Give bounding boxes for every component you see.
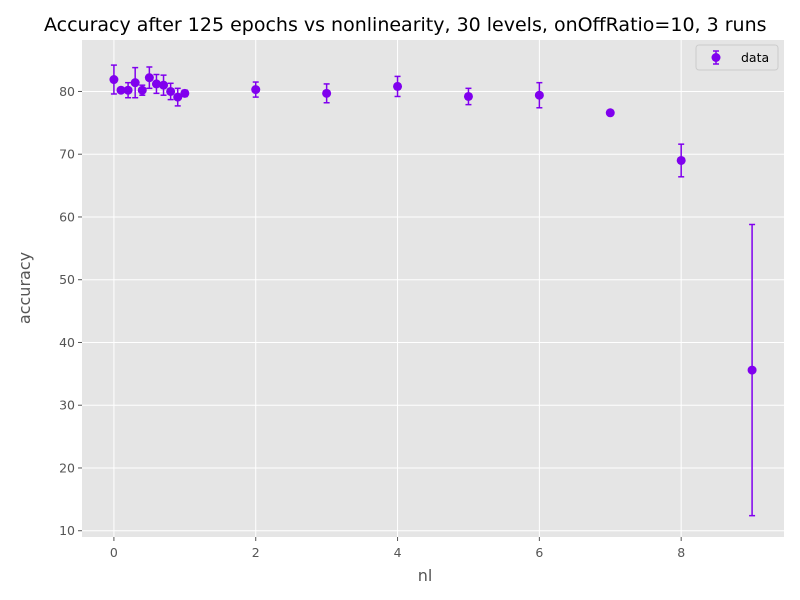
x-tick-label: 2 (252, 545, 260, 560)
y-tick-label: 10 (59, 523, 75, 538)
data-point (747, 365, 757, 375)
y-tick-label: 30 (59, 398, 75, 413)
data-point (159, 80, 169, 90)
data-point (130, 78, 140, 88)
data-point (173, 92, 183, 102)
data-point (463, 91, 473, 101)
y-tick-label: 20 (59, 460, 75, 475)
data-point (109, 75, 119, 85)
data-point (144, 73, 154, 83)
data-point (137, 85, 147, 95)
x-tick-label: 6 (535, 545, 543, 560)
data-point (166, 86, 176, 96)
data-point (534, 90, 544, 100)
data-point (605, 108, 615, 118)
chart-title: Accuracy after 125 epochs vs nonlinearit… (44, 14, 767, 36)
y-tick-label: 60 (59, 209, 75, 224)
data-point (123, 85, 133, 95)
y-axis-label: accuracy (15, 252, 34, 324)
data-point (116, 85, 126, 95)
y-tick-label: 50 (59, 272, 75, 287)
x-tick-label: 4 (394, 545, 402, 560)
tick-labels: 0 2 4 6 8 10 20 30 40 50 60 70 80 (59, 84, 685, 560)
data-point (251, 85, 261, 95)
data-point (180, 88, 190, 98)
x-axis-label: nl (418, 566, 433, 585)
data-point (676, 155, 686, 165)
plot-background (82, 40, 784, 537)
data-point (151, 79, 161, 89)
legend-marker (711, 53, 721, 62)
x-tick-label: 8 (677, 545, 685, 560)
grid (82, 40, 784, 537)
data-point (322, 88, 332, 98)
y-tick-label: 80 (59, 84, 75, 99)
data-marks (109, 64, 757, 517)
x-tick-label: 0 (110, 545, 118, 560)
y-tick-label: 70 (59, 147, 75, 162)
legend: data (695, 44, 779, 71)
y-tick-label: 40 (59, 335, 75, 350)
legend-label: data (741, 50, 769, 65)
data-point (393, 81, 403, 91)
